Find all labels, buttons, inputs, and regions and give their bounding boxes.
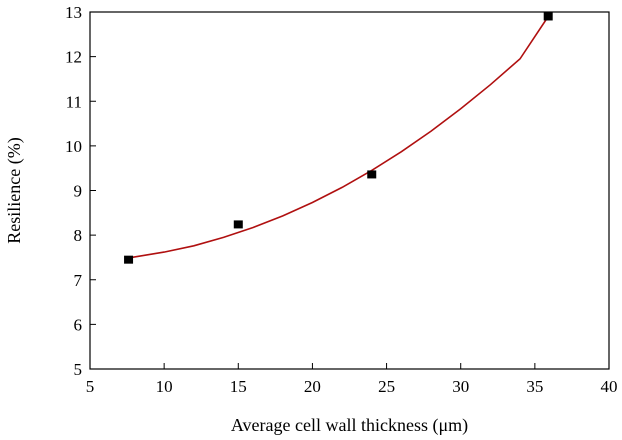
fit-curve-layer <box>128 16 549 259</box>
y-tick-label: 5 <box>74 360 83 379</box>
y-tick-label: 12 <box>65 48 82 67</box>
y-tick-label: 11 <box>66 92 82 111</box>
y-axis-ticks: 5 6 7 8 9 10 11 12 13 <box>65 3 96 379</box>
x-axis-label: Average cell wall thickness (μm) <box>231 415 468 436</box>
y-tick-label: 9 <box>74 182 83 201</box>
y-tick-label: 8 <box>74 226 83 245</box>
fit-curve <box>128 16 549 259</box>
x-axis-ticks: 5 10 15 20 25 30 35 40 <box>86 363 618 396</box>
x-tick-label: 35 <box>526 377 543 396</box>
y-tick-label: 13 <box>65 3 82 22</box>
plot-area-frame <box>89 11 610 370</box>
x-tick-label: 30 <box>452 377 469 396</box>
x-tick-label: 10 <box>156 377 173 396</box>
x-tick-label: 25 <box>378 377 395 396</box>
y-axis-label: Resilience (%) <box>4 137 25 243</box>
data-point <box>367 170 377 179</box>
x-tick-label: 20 <box>304 377 321 396</box>
y-tick-label: 6 <box>74 315 83 334</box>
y-tick-label: 10 <box>65 137 82 156</box>
data-point <box>543 12 553 21</box>
y-tick-label: 7 <box>74 271 83 290</box>
x-tick-label: 15 <box>230 377 247 396</box>
data-points-layer <box>124 12 553 264</box>
data-point <box>124 255 134 264</box>
x-tick-label: 40 <box>601 377 618 396</box>
data-point <box>233 220 243 229</box>
x-tick-label: 5 <box>86 377 95 396</box>
